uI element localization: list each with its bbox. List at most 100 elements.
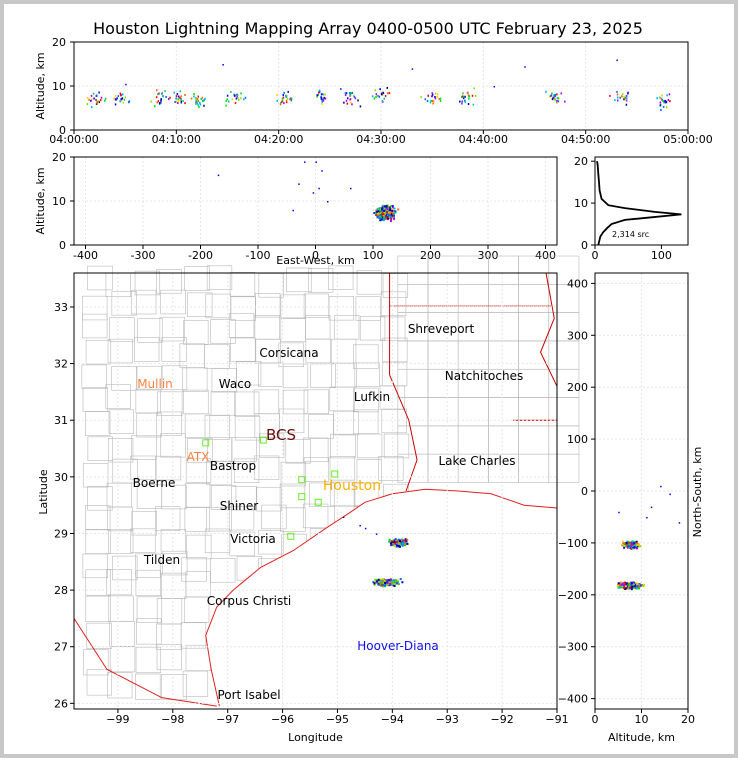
source-point [393, 540, 396, 543]
x-tick-label: 0 [312, 249, 319, 262]
source-point [473, 87, 476, 90]
parish-boundary [427, 340, 459, 370]
source-point [390, 540, 393, 543]
lma-figure: Houston Lightning Mapping Array 0400-050… [34, 19, 713, 744]
source-point [376, 580, 379, 583]
county-boundary [356, 270, 383, 295]
source-point [626, 546, 629, 549]
source-point [225, 104, 227, 107]
source-point [524, 66, 526, 68]
source-point [93, 97, 95, 100]
source-point [382, 214, 385, 217]
source-point [623, 546, 626, 549]
county-boundary [87, 265, 113, 291]
county-boundary [353, 344, 379, 369]
county-boundary [156, 598, 183, 625]
county-boundary [180, 622, 207, 649]
source-point [462, 92, 464, 95]
source-point [90, 106, 93, 109]
x-tick-label: 400 [535, 249, 556, 262]
source-point [564, 100, 566, 103]
source-point [616, 584, 619, 587]
source-point [551, 98, 554, 101]
source-point [176, 93, 179, 96]
y-tick-label: 33 [54, 301, 68, 314]
county-boundary [378, 456, 404, 481]
source-point [616, 90, 618, 93]
source-point [376, 215, 379, 218]
source-point [550, 94, 553, 97]
source-point [438, 97, 440, 100]
county-boundary [160, 529, 187, 554]
source-point [466, 91, 469, 94]
city-label: Corsicana [259, 346, 318, 360]
source-point [351, 91, 354, 94]
source-point [556, 93, 558, 96]
source-point [354, 97, 357, 100]
source-point [642, 584, 645, 587]
city-label: Shreveport [408, 322, 475, 336]
lma-station [259, 436, 267, 444]
y-tick-label: 300 [567, 329, 588, 342]
source-point [627, 543, 630, 546]
source-point [161, 91, 163, 94]
source-point [177, 101, 179, 104]
county-boundary [285, 439, 311, 464]
source-point [427, 94, 430, 97]
source-point [390, 211, 393, 214]
source-point [633, 542, 636, 545]
source-point [233, 93, 236, 96]
source-point [388, 538, 391, 541]
county-boundary [255, 293, 281, 318]
county-boundary [333, 410, 359, 436]
source-point [390, 542, 393, 545]
x-tick-label: 04:40:00 [459, 133, 508, 146]
county-boundary [108, 409, 134, 434]
source-point [393, 539, 396, 542]
x-tick-label: 100 [651, 249, 672, 262]
east-west-panel [73, 156, 558, 246]
source-point [635, 540, 638, 543]
source-point [197, 104, 199, 107]
source-point [393, 207, 396, 210]
x-tick-label: −93 [436, 713, 459, 726]
source-point [382, 581, 385, 584]
county-boundary [131, 435, 157, 460]
source-point [343, 101, 345, 104]
source-point [280, 101, 282, 104]
source-point [91, 98, 93, 101]
county-boundary [328, 265, 354, 290]
source-point [349, 101, 352, 104]
source-point [630, 543, 633, 546]
source-point [276, 93, 278, 96]
x-tick-label: −98 [161, 713, 184, 726]
source-point [167, 98, 170, 101]
source-point [636, 542, 639, 545]
source-point [114, 103, 117, 106]
source-point [624, 545, 627, 548]
city-label: Boerne [133, 476, 176, 490]
county-boundary [184, 507, 210, 532]
river-line [539, 272, 558, 387]
source-point [383, 206, 386, 209]
source-point [86, 103, 89, 106]
source-point [373, 211, 376, 214]
source-point [381, 584, 384, 587]
source-point [406, 542, 409, 545]
county-boundary [210, 485, 237, 510]
county-boundary [135, 553, 161, 579]
source-point [623, 542, 626, 545]
county-boundary [87, 436, 113, 461]
x-axis-label: Longitude [288, 731, 343, 744]
county-boundary [156, 411, 182, 437]
county-boundary [205, 293, 231, 319]
source-point [324, 97, 327, 100]
source-point [424, 98, 427, 101]
county-boundary [162, 550, 188, 576]
state-line [389, 273, 418, 492]
source-point [203, 99, 206, 102]
source-point [179, 90, 182, 93]
source-point [401, 581, 404, 584]
source-point [114, 94, 117, 97]
county-boundary [85, 529, 111, 554]
